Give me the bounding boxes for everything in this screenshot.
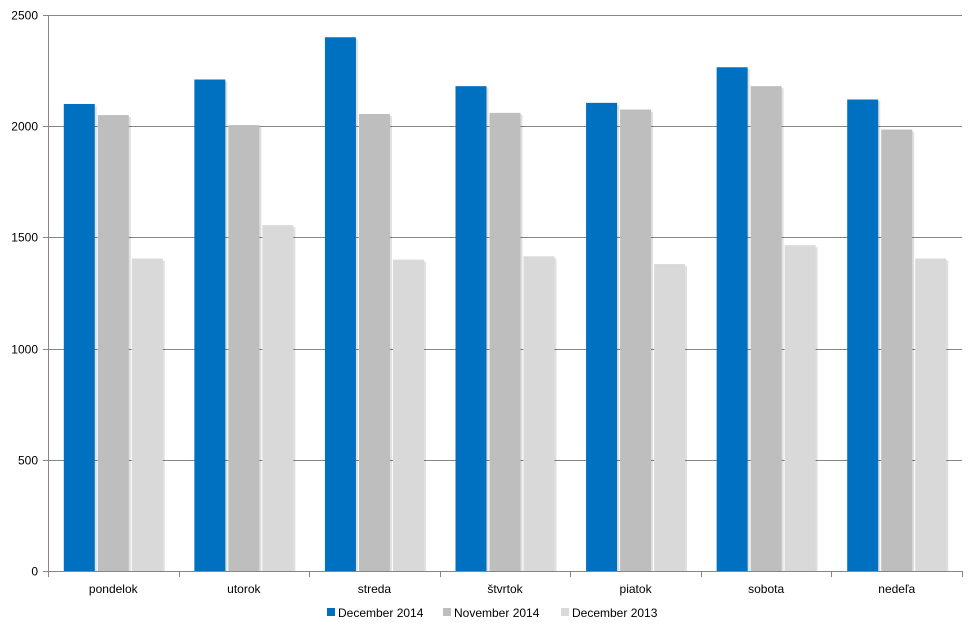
y-tick-label: 2500: [11, 9, 38, 23]
bar: [654, 264, 686, 571]
legend-swatch: [327, 608, 335, 616]
bar: [784, 245, 816, 571]
y-tick-label: 500: [18, 454, 38, 468]
x-tick-label: nedeľa: [878, 582, 915, 596]
x-tick-label: piatok: [620, 582, 653, 596]
x-tick-label: štvrtok: [487, 582, 523, 596]
bar: [324, 37, 356, 572]
legend-label: December 2013: [572, 606, 658, 620]
bar: [847, 99, 879, 572]
legend-label: November 2014: [454, 606, 540, 620]
y-tick-label: 1000: [11, 343, 38, 357]
bar: [131, 258, 163, 571]
legend-swatch: [561, 608, 569, 616]
y-tick-label: 2000: [11, 120, 38, 134]
bar: [716, 67, 748, 571]
bar: [97, 115, 129, 571]
y-tick-label: 1500: [11, 231, 38, 245]
bar: [620, 109, 652, 572]
bar: [262, 225, 294, 571]
legend: December 2014 November 2014 December 2013: [327, 606, 658, 620]
bars: [63, 37, 949, 572]
bar: [881, 129, 913, 571]
bar: [392, 259, 424, 571]
bar: [228, 125, 260, 571]
bar: [523, 256, 555, 571]
bar: [915, 258, 947, 571]
x-tick-label: sobota: [748, 582, 784, 596]
y-tick-label: 0: [31, 565, 38, 579]
bar: [455, 86, 487, 571]
x-tick-label: streda: [358, 582, 392, 596]
x-tick-label: utorok: [227, 582, 261, 596]
bar: [358, 113, 390, 571]
x-tick-label: pondelok: [89, 582, 139, 596]
legend-label: December 2014: [338, 606, 424, 620]
bar: [63, 103, 95, 572]
bar: [489, 112, 521, 571]
legend-swatch: [443, 608, 451, 616]
bar: [750, 86, 782, 571]
bar: [586, 102, 618, 572]
axes: 0 500 1000 1500 2000 2500 pondelok utorok streda…: [11, 9, 963, 596]
bar: [194, 79, 226, 571]
